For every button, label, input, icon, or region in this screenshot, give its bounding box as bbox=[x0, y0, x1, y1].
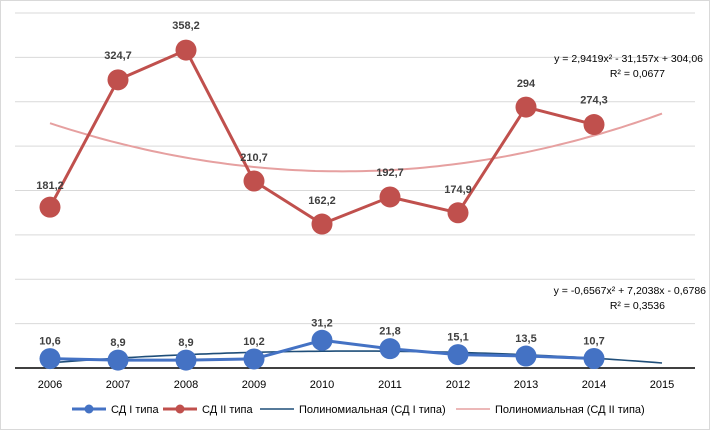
legend-label-trend-sd1: Полиномиальная (СД I типа) bbox=[299, 404, 446, 416]
data-label-sd2: 210,7 bbox=[240, 152, 268, 164]
x-tick-label: 2011 bbox=[378, 379, 402, 391]
x-tick-label: 2006 bbox=[38, 379, 62, 391]
data-label-sd2: 274,3 bbox=[580, 95, 608, 107]
data-label-sd1: 10,6 bbox=[39, 336, 60, 348]
data-point-sd1 bbox=[583, 348, 605, 370]
data-label-sd1: 8,9 bbox=[178, 337, 193, 349]
trend-r2-sd1: R² = 0,3536 bbox=[610, 300, 665, 312]
data-point-sd1 bbox=[175, 349, 197, 371]
data-label-sd2: 294 bbox=[517, 78, 536, 90]
x-tick-label: 2013 bbox=[514, 379, 538, 391]
x-tick-label: 2012 bbox=[446, 379, 470, 391]
data-label-sd2: 358,2 bbox=[172, 20, 200, 32]
data-point-sd2 bbox=[39, 196, 61, 218]
trend-equation-sd1: y = -0,6567x² + 7,2038x - 0,6786 bbox=[554, 285, 707, 297]
gridlines bbox=[15, 12, 695, 369]
data-label-sd2: 192,7 bbox=[376, 167, 404, 179]
x-tick-label: 2007 bbox=[106, 379, 130, 391]
legend-marker-sd2 bbox=[175, 404, 185, 414]
data-label-sd1: 8,9 bbox=[110, 337, 125, 349]
legend-label-trend-sd2: Полиномиальная (СД II типа) bbox=[495, 404, 645, 416]
data-label-sd2: 162,2 bbox=[308, 195, 336, 207]
data-point-sd2 bbox=[515, 96, 537, 118]
data-point-sd2 bbox=[107, 69, 129, 91]
x-tick-label: 2008 bbox=[174, 379, 198, 391]
data-label-sd1: 21,8 bbox=[379, 326, 400, 338]
data-point-sd2 bbox=[583, 114, 605, 136]
x-axis-ticks: 2006 2007 2008 2009 2010 2011 2012 2013 2014 2015 bbox=[38, 379, 674, 391]
trend-equation-sd2: y = 2,9419x² - 31,157x + 304,06 bbox=[554, 53, 703, 65]
data-point-sd1 bbox=[515, 345, 537, 367]
x-tick-label: 2015 bbox=[650, 379, 674, 391]
data-point-sd1 bbox=[379, 338, 401, 360]
legend-label-sd1: СД I типа bbox=[111, 404, 159, 416]
data-label-sd2: 324,7 bbox=[104, 50, 132, 62]
data-label-sd1: 10,2 bbox=[243, 336, 264, 348]
data-label-sd1: 15,1 bbox=[447, 332, 468, 344]
legend-item-sd1: СД I типа bbox=[72, 404, 159, 416]
trend-r2-sd2: R² = 0,0677 bbox=[610, 68, 665, 80]
data-point-sd1 bbox=[107, 349, 129, 371]
data-label-sd1: 10,7 bbox=[583, 336, 604, 348]
legend-marker-sd1 bbox=[84, 404, 94, 414]
data-label-sd2: 174,9 bbox=[444, 184, 472, 196]
x-tick-label: 2010 bbox=[310, 379, 334, 391]
legend-item-trend-sd1: Полиномиальная (СД I типа) bbox=[260, 404, 446, 416]
x-tick-label: 2014 bbox=[582, 379, 606, 391]
legend-label-sd2: СД II типа bbox=[202, 404, 254, 416]
trendline-sd2 bbox=[49, 112, 663, 173]
trendlines bbox=[49, 112, 663, 364]
legend: СД I типа СД II типа Полиномиальная (СД … bbox=[72, 404, 645, 416]
data-point-sd1 bbox=[39, 348, 61, 370]
data-point-sd2 bbox=[379, 186, 401, 208]
legend-item-trend-sd2: Полиномиальная (СД II типа) bbox=[456, 404, 645, 416]
data-labels: 10,6 8,9 8,9 10,2 31,2 21,8 15,1 13,5 10,7 181,2 3… bbox=[36, 20, 608, 349]
legend-item-sd2: СД II типа bbox=[163, 404, 254, 416]
data-point-sd2 bbox=[243, 170, 265, 192]
data-label-sd1: 31,2 bbox=[311, 317, 332, 329]
series bbox=[39, 39, 605, 371]
data-point-sd1 bbox=[311, 329, 333, 351]
data-point-sd2 bbox=[311, 213, 333, 235]
x-tick-label: 2009 bbox=[242, 379, 266, 391]
data-point-sd1 bbox=[243, 348, 265, 370]
data-point-sd2 bbox=[175, 39, 197, 61]
data-label-sd1: 13,5 bbox=[515, 333, 536, 345]
data-label-sd2: 181,2 bbox=[36, 180, 64, 192]
data-point-sd2 bbox=[447, 202, 469, 224]
data-point-sd1 bbox=[447, 344, 469, 366]
